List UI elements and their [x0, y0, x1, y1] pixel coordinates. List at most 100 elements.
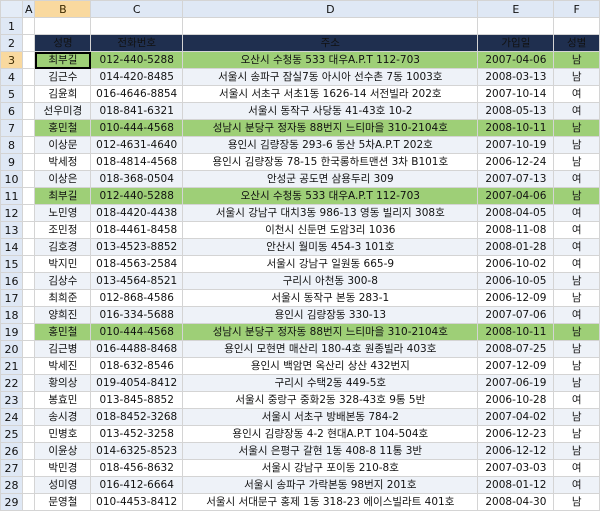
name-cell[interactable]: 김상수 [34, 272, 92, 290]
select-all-corner[interactable] [0, 0, 23, 18]
join-date-cell[interactable]: 2006-12-23 [477, 425, 555, 443]
name-cell[interactable]: 양희진 [34, 306, 92, 324]
join-date-cell[interactable]: 2006-12-09 [477, 289, 555, 307]
row-header-4[interactable]: 4 [0, 68, 23, 86]
address-cell[interactable]: 서울시 송파구 가락본동 98번지 201호 [182, 476, 479, 494]
name-cell[interactable]: 봉효민 [34, 391, 92, 409]
join-date-cell[interactable]: 2008-03-13 [477, 68, 555, 86]
join-date-cell[interactable]: 2008-10-11 [477, 119, 555, 137]
phone-cell[interactable]: 012-440-5288 [90, 187, 184, 205]
join-date-cell[interactable]: 2008-11-08 [477, 221, 555, 239]
header-phone[interactable]: 전화번호 [90, 34, 184, 52]
row-header-19[interactable]: 19 [0, 323, 23, 341]
column-header-a[interactable]: A [21, 0, 36, 18]
gender-cell[interactable]: 여 [553, 170, 600, 188]
empty-cell[interactable] [90, 17, 184, 35]
phone-cell[interactable]: 013-4523-8852 [90, 238, 184, 256]
gender-cell[interactable]: 남 [553, 425, 600, 443]
phone-cell[interactable]: 018-4814-4568 [90, 153, 184, 171]
gender-cell[interactable]: 남 [553, 119, 600, 137]
empty-cell[interactable] [21, 187, 36, 205]
address-cell[interactable]: 안성군 공도면 삼용두리 309 [182, 170, 479, 188]
join-date-cell[interactable]: 2006-12-12 [477, 442, 555, 460]
gender-cell[interactable]: 남 [553, 68, 600, 86]
row-header-13[interactable]: 13 [0, 221, 23, 239]
empty-cell[interactable] [21, 136, 36, 154]
name-cell[interactable]: 이상문 [34, 136, 92, 154]
row-header-27[interactable]: 27 [0, 459, 23, 477]
address-cell[interactable]: 성남시 분당구 정자동 88번지 느티마을 310-2104호 [182, 119, 479, 137]
gender-cell[interactable]: 여 [553, 306, 600, 324]
name-cell[interactable]: 최부길 [34, 187, 92, 205]
name-cell[interactable]: 이윤상 [34, 442, 92, 460]
phone-cell[interactable]: 018-4563-2584 [90, 255, 184, 273]
empty-cell[interactable] [182, 17, 479, 35]
name-cell[interactable]: 송시경 [34, 408, 92, 426]
column-header-b[interactable]: B [34, 0, 92, 18]
phone-cell[interactable]: 013-845-8852 [90, 391, 184, 409]
gender-cell[interactable]: 남 [553, 153, 600, 171]
phone-cell[interactable]: 014-6325-8523 [90, 442, 184, 460]
address-cell[interactable]: 서울시 중랑구 중화2동 328-43호 9통 5반 [182, 391, 479, 409]
empty-cell[interactable] [21, 408, 36, 426]
phone-cell[interactable]: 010-4453-8412 [90, 493, 184, 511]
name-cell[interactable]: 이상은 [34, 170, 92, 188]
gender-cell[interactable]: 여 [553, 476, 600, 494]
address-cell[interactable]: 서울시 은평구 갈현 1동 408-8 11통 3반 [182, 442, 479, 460]
phone-cell[interactable]: 018-4420-4438 [90, 204, 184, 222]
gender-cell[interactable]: 여 [553, 221, 600, 239]
row-header-26[interactable]: 26 [0, 442, 23, 460]
name-cell[interactable]: 문영철 [34, 493, 92, 511]
name-cell[interactable]: 김윤희 [34, 85, 92, 103]
phone-cell[interactable]: 010-444-4568 [90, 323, 184, 341]
row-header-3[interactable]: 3 [0, 51, 23, 69]
gender-cell[interactable]: 남 [553, 357, 600, 375]
row-header-18[interactable]: 18 [0, 306, 23, 324]
address-cell[interactable]: 성남시 분당구 정자동 88번지 느티마을 310-2104호 [182, 323, 479, 341]
gender-cell[interactable]: 남 [553, 187, 600, 205]
address-cell[interactable]: 용인시 김량장동 78-15 한국롱하트맨션 3차 B101호 [182, 153, 479, 171]
address-cell[interactable]: 서울시 동작구 본동 283-1 [182, 289, 479, 307]
address-cell[interactable]: 서울시 서초구 방배본동 784-2 [182, 408, 479, 426]
row-header-1[interactable]: 1 [0, 17, 23, 35]
join-date-cell[interactable]: 2006-10-02 [477, 255, 555, 273]
name-cell[interactable]: 최희준 [34, 289, 92, 307]
empty-cell[interactable] [553, 17, 600, 35]
column-header-d[interactable]: D [182, 0, 479, 18]
join-date-cell[interactable]: 2006-10-28 [477, 391, 555, 409]
phone-cell[interactable]: 012-868-4586 [90, 289, 184, 307]
row-header-21[interactable]: 21 [0, 357, 23, 375]
address-cell[interactable]: 용인시 김량장동 4-2 현대A.P.T 104-504호 [182, 425, 479, 443]
join-date-cell[interactable]: 2008-01-28 [477, 238, 555, 256]
join-date-cell[interactable]: 2006-10-05 [477, 272, 555, 290]
join-date-cell[interactable]: 2007-06-19 [477, 374, 555, 392]
phone-cell[interactable]: 013-452-3258 [90, 425, 184, 443]
phone-cell[interactable]: 010-444-4568 [90, 119, 184, 137]
empty-cell[interactable] [21, 34, 36, 52]
address-cell[interactable]: 용인시 모현면 매산리 180-4호 원종빌라 403호 [182, 340, 479, 358]
name-cell[interactable]: 김근병 [34, 340, 92, 358]
row-header-2[interactable]: 2 [0, 34, 23, 52]
address-cell[interactable]: 서울시 강남구 대치3동 986-13 영동 빌리지 308호 [182, 204, 479, 222]
empty-cell[interactable] [477, 17, 555, 35]
phone-cell[interactable]: 018-368-0504 [90, 170, 184, 188]
join-date-cell[interactable]: 2008-01-12 [477, 476, 555, 494]
address-cell[interactable]: 서울시 강남구 포이동 210-8호 [182, 459, 479, 477]
gender-cell[interactable]: 남 [553, 289, 600, 307]
join-date-cell[interactable]: 2007-10-14 [477, 85, 555, 103]
empty-cell[interactable] [21, 289, 36, 307]
row-header-7[interactable]: 7 [0, 119, 23, 137]
row-header-29[interactable]: 29 [0, 493, 23, 511]
empty-cell[interactable] [21, 102, 36, 120]
gender-cell[interactable]: 여 [553, 459, 600, 477]
address-cell[interactable]: 용인시 백암면 옥산리 상산 432번지 [182, 357, 479, 375]
address-cell[interactable]: 이천시 신둔면 도암3리 1036 [182, 221, 479, 239]
address-cell[interactable]: 오산시 수청동 533 대우A.P.T 112-703 [182, 187, 479, 205]
join-date-cell[interactable]: 2007-04-06 [477, 51, 555, 69]
empty-cell[interactable] [21, 425, 36, 443]
join-date-cell[interactable]: 2008-07-25 [477, 340, 555, 358]
empty-cell[interactable] [21, 476, 36, 494]
gender-cell[interactable]: 남 [553, 340, 600, 358]
empty-cell[interactable] [21, 17, 36, 35]
gender-cell[interactable]: 남 [553, 136, 600, 154]
